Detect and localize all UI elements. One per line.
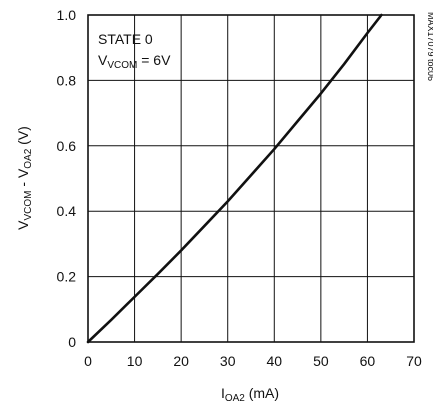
- y-tick-label: 1.0: [57, 7, 77, 23]
- x-axis-label: IOA2 (mA): [221, 385, 279, 404]
- y-tick-label: 0.6: [57, 138, 77, 154]
- annotation-state: STATE 0: [98, 31, 153, 47]
- y-axis-label-sub2: OA2: [23, 148, 34, 168]
- x-axis-label-sub: OA2: [225, 393, 245, 404]
- x-tick-label: 30: [220, 353, 236, 369]
- y-axis-label-mid: - V: [15, 168, 31, 190]
- axis-ticks: 0 10 20 30 40 50 60 70 0 0.2 0.4 0.6 0.8 1.0: [57, 7, 422, 369]
- x-tick-label: 10: [127, 353, 143, 369]
- y-tick-label: 0.8: [57, 72, 77, 88]
- x-tick-label: 20: [173, 353, 189, 369]
- series-layer: [86, 13, 383, 344]
- x-axis-label-main: I: [221, 385, 225, 401]
- x-tick-label: 40: [266, 353, 282, 369]
- x-axis-label-unit: (mA): [245, 385, 279, 401]
- figure-id: MAX17079 toc06: [426, 12, 433, 81]
- series-line: [86, 13, 383, 344]
- y-axis-label-sub1: VCOM: [23, 191, 34, 221]
- x-tick-label: 70: [406, 353, 422, 369]
- y-axis-label: VVCOM - VOA2 (V): [15, 126, 34, 230]
- x-tick-label: 0: [84, 353, 92, 369]
- y-tick-label: 0.2: [57, 269, 77, 285]
- annotation-vcom-sub: VCOM: [107, 60, 137, 71]
- x-tick-label: 60: [360, 353, 376, 369]
- grid: [88, 15, 414, 342]
- y-tick-label: 0.4: [57, 203, 77, 219]
- annotation-vcom: VVCOM = 6V: [98, 52, 171, 71]
- y-axis-label-v1: V: [15, 220, 31, 230]
- y-tick-label: 0: [68, 334, 76, 350]
- plot-frame: [87, 14, 415, 343]
- annotation-vcom-v: V: [98, 52, 108, 68]
- annotation-vcom-value: = 6V: [137, 52, 171, 68]
- y-axis-label-unit: (V): [15, 126, 31, 149]
- x-tick-label: 50: [313, 353, 329, 369]
